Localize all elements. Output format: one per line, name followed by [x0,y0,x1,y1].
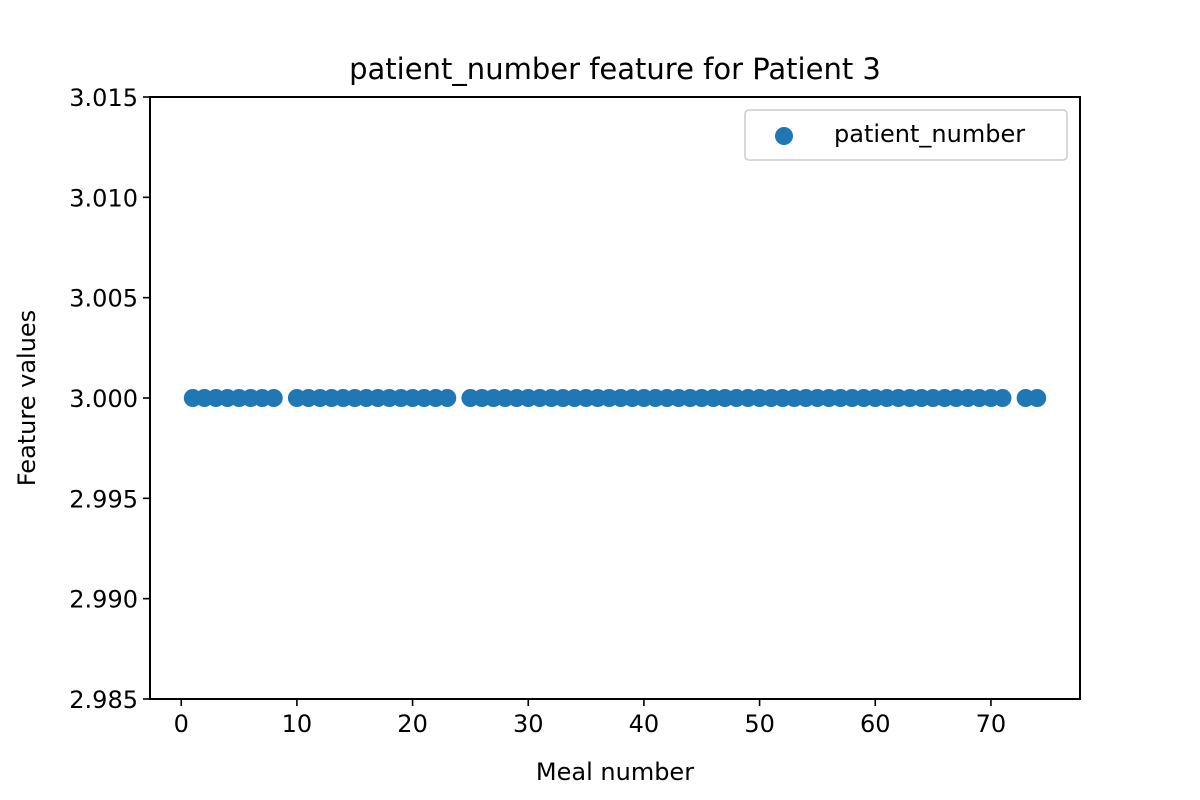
x-tick-label: 20 [397,710,428,738]
x-tick-label: 10 [282,710,313,738]
y-tick-label: 3.015 [69,84,138,112]
y-tick-label: 3.010 [69,184,138,212]
x-tick-label: 40 [629,710,660,738]
legend-label: patient_number [834,120,1025,148]
x-tick-label: 30 [513,710,544,738]
data-point [438,389,457,407]
legend-frame [744,109,1068,161]
data-point [1028,389,1047,407]
y-tick-label: 3.005 [69,285,138,313]
series-points [183,389,1047,407]
data-point [993,389,1012,407]
y-tick-label: 2.990 [69,586,138,614]
y-tick-label: 2.985 [69,686,138,714]
y-tick-label: 2.995 [69,485,138,513]
plot-area: 0 10 20 30 40 50 60 70 2.985 2.990 2.995 3.000 3.00… [69,84,1081,738]
legend-marker [775,127,793,145]
y-axis-label: Feature values [13,310,41,486]
x-tick-label: 50 [744,710,775,738]
data-point [264,389,283,407]
x-tick-label: 0 [174,710,189,738]
y-axis: 2.985 2.990 2.995 3.000 3.005 3.010 3.015 [69,84,150,714]
y-tick-label: 3.000 [69,385,138,413]
x-axis: 0 10 20 30 40 50 60 70 [174,699,1007,738]
x-tick-label: 60 [860,710,891,738]
x-tick-label: 70 [976,710,1007,738]
x-axis-label: Meal number [536,758,694,786]
chart-title: patient_number feature for Patient 3 [349,52,881,86]
legend: patient_number [744,109,1068,161]
